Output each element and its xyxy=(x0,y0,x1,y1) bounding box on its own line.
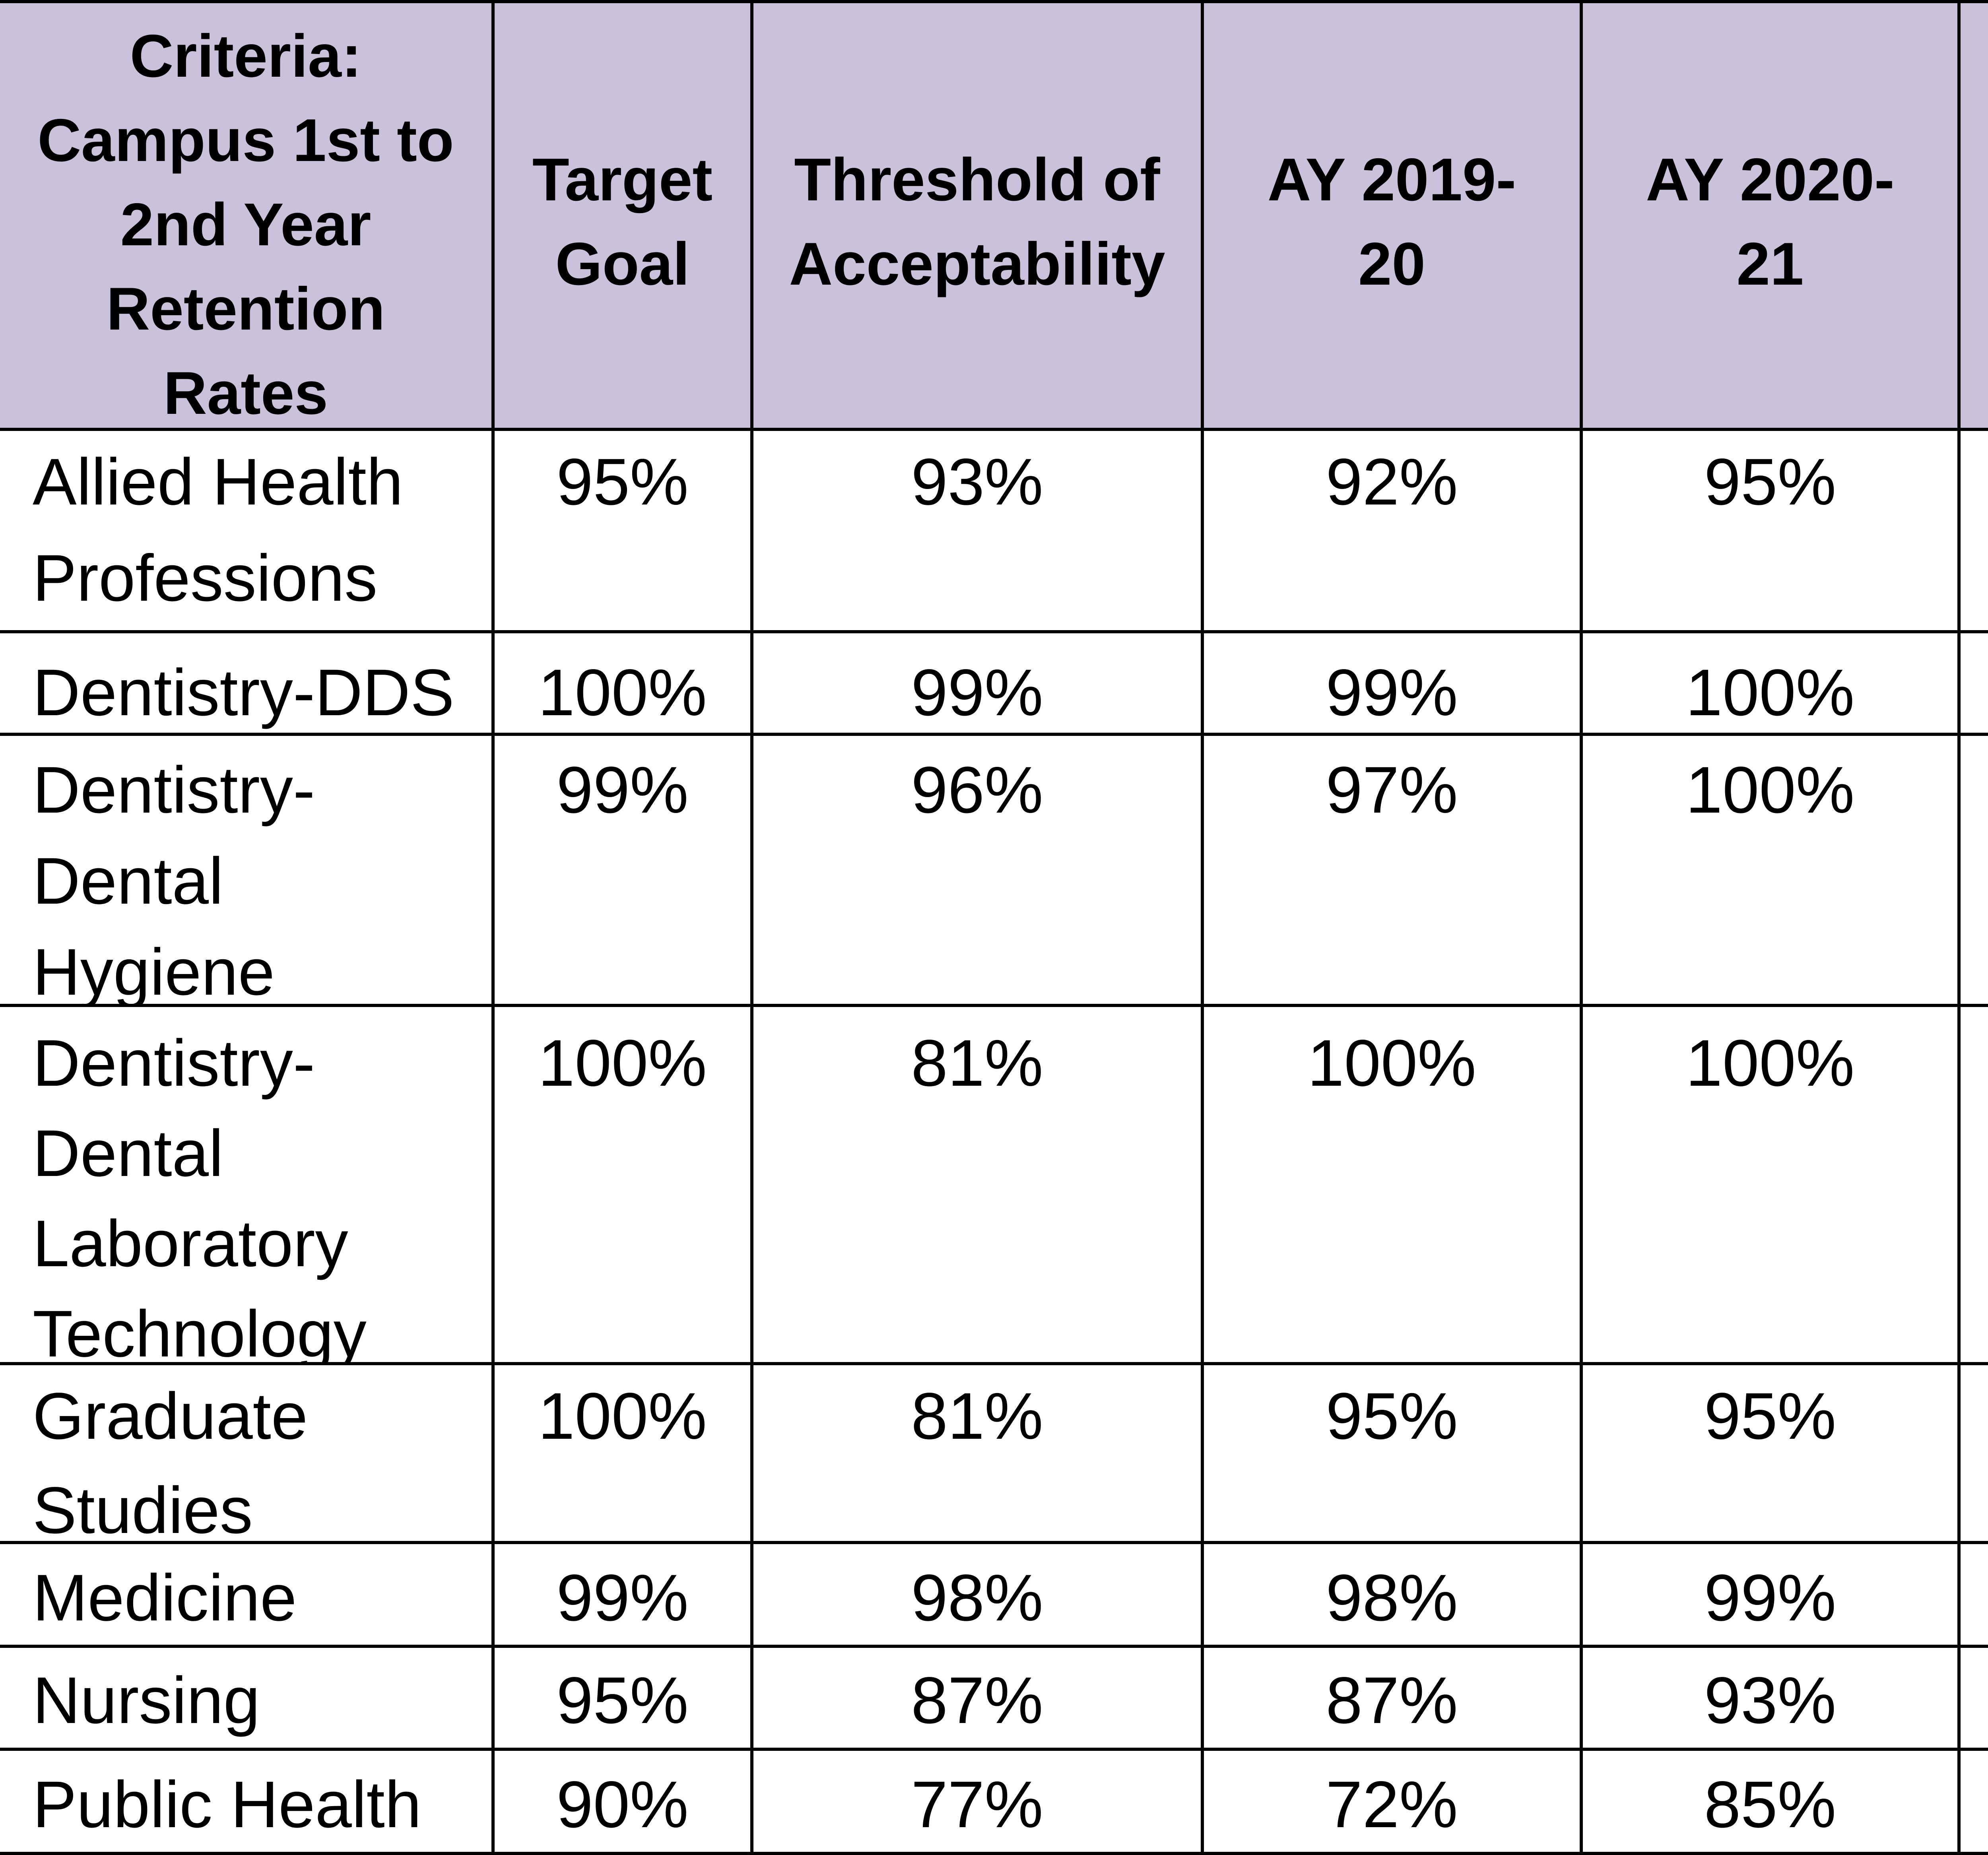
value-cell-graduate-studies-target-goal: 100% xyxy=(495,1365,750,1541)
value-cell-allied-health-professions-ay-2019-20: 92% xyxy=(1204,431,1580,630)
program-cell-medicine: Medicine xyxy=(0,1544,491,1645)
header-cell-ay-2021-22: AY 2021- 22 xyxy=(1961,3,1988,428)
value-cell-dentistry-dental-laboratory-technology-ay-2020-21: 100% xyxy=(1583,1007,1957,1362)
value-cell-dentistry-dental-laboratory-technology-ay-2019-20: 100% xyxy=(1204,1007,1580,1362)
value-cell-dentistry-dds-ay-2019-20: 99% xyxy=(1204,633,1580,733)
value-cell-graduate-studies-ay-2019-20: 95% xyxy=(1204,1365,1580,1541)
value-cell-dentistry-dental-hygiene-ay-2019-20: 97% xyxy=(1204,736,1580,1004)
value-cell-public-health-threshold-of-acceptability: 77% xyxy=(753,1751,1201,1852)
value-cell-public-health-ay-2019-20: 72% xyxy=(1204,1751,1580,1852)
value-cell-allied-health-professions-ay-2020-21: 95% xyxy=(1583,431,1957,630)
program-cell-dentistry-dental-laboratory-technology: Dentistry- Dental Laboratory Technology xyxy=(0,1007,491,1371)
header-cell-ay-2020-21: AY 2020- 21 xyxy=(1583,3,1957,428)
value-cell-allied-health-professions-threshold-of-acceptability: 93% xyxy=(753,431,1201,630)
value-cell-medicine-ay-2020-21: 99% xyxy=(1583,1544,1957,1645)
value-cell-graduate-studies-ay-2021-22: 93% xyxy=(1961,1365,1988,1541)
value-cell-dentistry-dental-laboratory-technology-threshold-of-acceptability: 81% xyxy=(753,1007,1201,1362)
value-cell-dentistry-dental-hygiene-ay-2020-21: 100% xyxy=(1583,736,1957,1004)
value-cell-public-health-ay-2020-21: 85% xyxy=(1583,1751,1957,1852)
value-cell-dentistry-dental-laboratory-technology-target-goal: 100% xyxy=(495,1007,750,1362)
program-cell-dentistry-dental-hygiene: Dentistry- Dental Hygiene xyxy=(0,736,491,1009)
value-cell-allied-health-professions-ay-2021-22: 95% xyxy=(1961,431,1988,630)
program-cell-dentistry-dds: Dentistry-DDS xyxy=(0,633,491,733)
value-cell-dentistry-dds-target-goal: 100% xyxy=(495,633,750,733)
value-cell-nursing-ay-2020-21: 93% xyxy=(1583,1648,1957,1748)
header-cell-ay-2019-20: AY 2019- 20 xyxy=(1204,3,1580,428)
value-cell-public-health-target-goal: 90% xyxy=(495,1751,750,1852)
value-cell-graduate-studies-ay-2020-21: 95% xyxy=(1583,1365,1957,1541)
header-cell-criteria: Criteria: Campus 1st to 2nd Year Retenti… xyxy=(0,3,491,428)
value-cell-medicine-ay-2019-20: 98% xyxy=(1204,1544,1580,1645)
value-cell-dentistry-dds-ay-2020-21: 100% xyxy=(1583,633,1957,733)
header-cell-threshold-of-acceptability: Threshold of Acceptability xyxy=(753,3,1201,428)
value-cell-dentistry-dds-ay-2021-22: 100% xyxy=(1961,633,1988,733)
program-cell-nursing: Nursing xyxy=(0,1648,491,1748)
value-cell-allied-health-professions-target-goal: 95% xyxy=(495,431,750,630)
value-cell-graduate-studies-threshold-of-acceptability: 81% xyxy=(753,1365,1201,1541)
value-cell-dentistry-dental-laboratory-technology-ay-2021-22: 83% xyxy=(1961,1007,1988,1362)
value-cell-public-health-ay-2021-22: 91% xyxy=(1961,1751,1988,1852)
value-cell-nursing-target-goal: 95% xyxy=(495,1648,750,1748)
value-cell-nursing-ay-2019-20: 87% xyxy=(1204,1648,1580,1748)
value-cell-nursing-threshold-of-acceptability: 87% xyxy=(753,1648,1201,1748)
program-cell-graduate-studies: Graduate Studies xyxy=(0,1365,491,1547)
value-cell-medicine-ay-2021-22: 98% xyxy=(1961,1544,1988,1645)
value-cell-medicine-threshold-of-acceptability: 98% xyxy=(753,1544,1201,1645)
value-cell-medicine-target-goal: 99% xyxy=(495,1544,750,1645)
value-cell-nursing-ay-2021-22: 92% xyxy=(1961,1648,1988,1748)
value-cell-dentistry-dental-hygiene-target-goal: 99% xyxy=(495,736,750,1004)
header-cell-target-goal: Target Goal xyxy=(495,3,750,428)
value-cell-dentistry-dds-threshold-of-acceptability: 99% xyxy=(753,633,1201,733)
value-cell-dentistry-dental-hygiene-ay-2021-22: 97% xyxy=(1961,736,1988,1004)
program-cell-allied-health-professions: Allied Health Professions xyxy=(0,431,491,630)
program-cell-public-health: Public Health xyxy=(0,1751,491,1852)
value-cell-dentistry-dental-hygiene-threshold-of-acceptability: 96% xyxy=(753,736,1201,1004)
